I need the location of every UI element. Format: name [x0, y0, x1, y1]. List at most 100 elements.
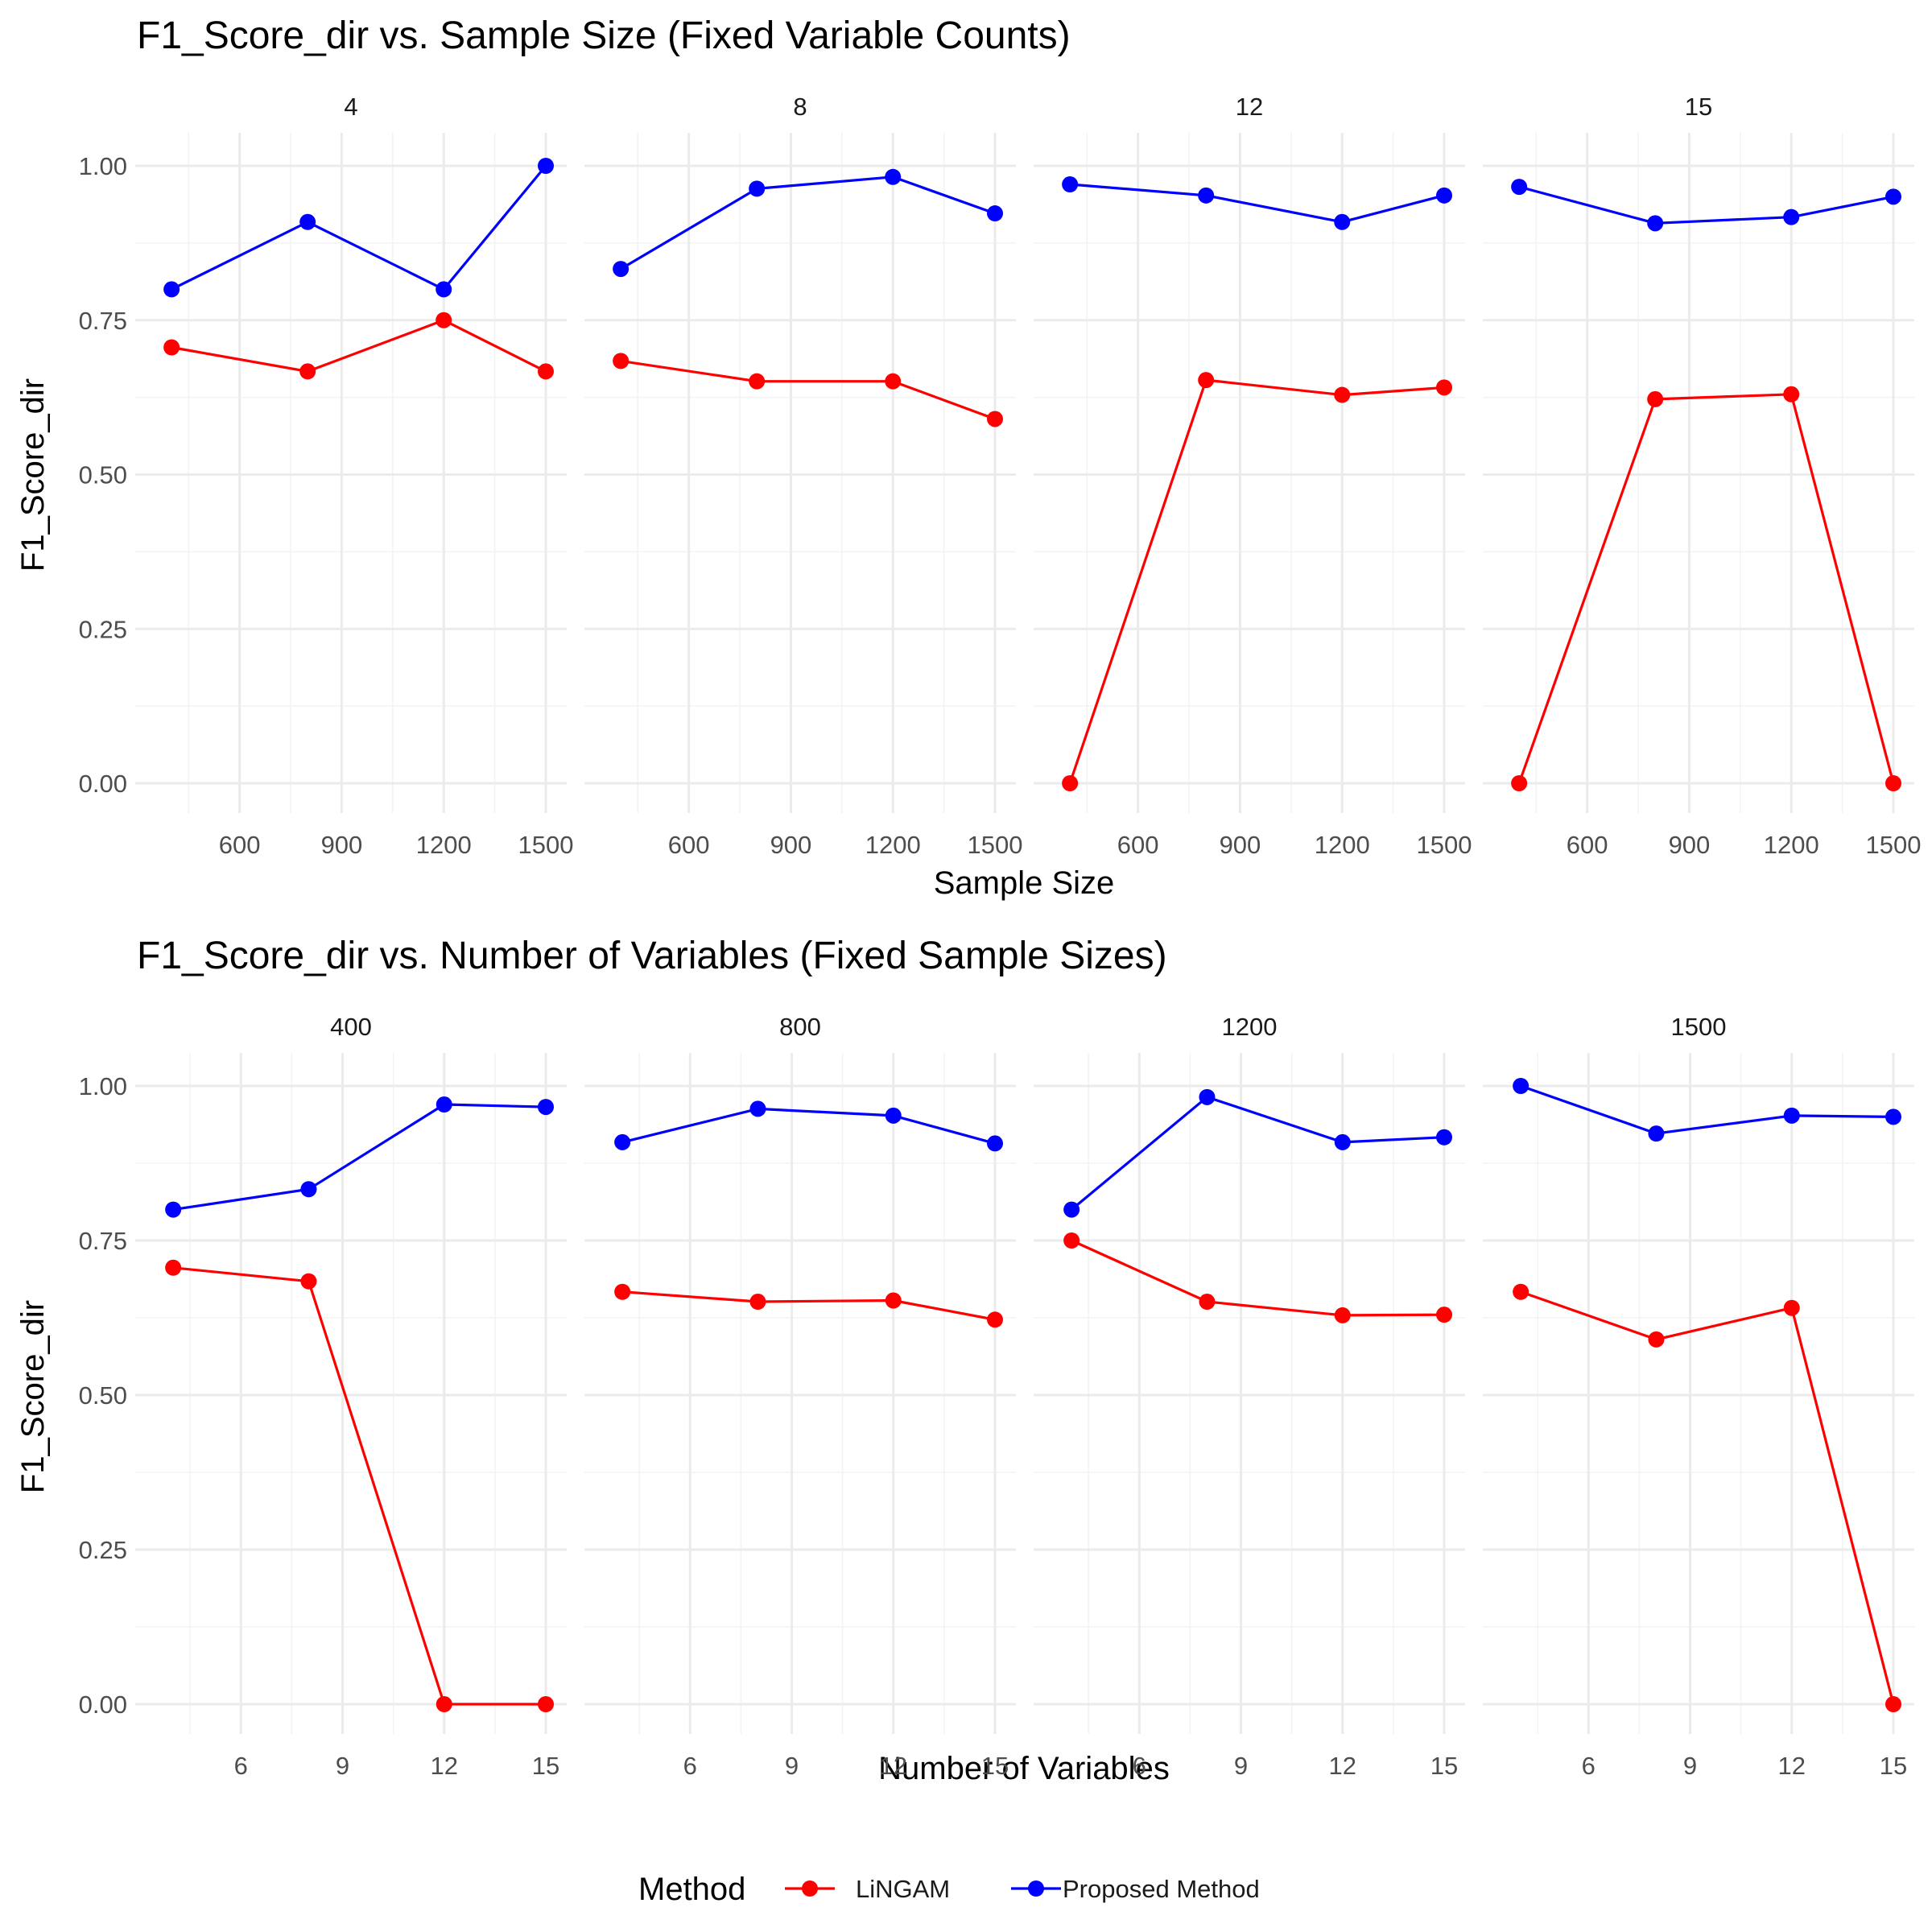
facet-panel-800: 800 6 9 12 15	[584, 1013, 1016, 1780]
data-point-lingam	[987, 411, 1003, 427]
x-tick-label: 900	[321, 831, 363, 859]
x-tick-label: 12	[431, 1752, 458, 1780]
facet-strip-label: 4	[344, 93, 357, 121]
data-point-proposed-method	[1885, 188, 1901, 205]
data-point-proposed-method	[614, 1133, 631, 1150]
data-point-lingam	[1063, 1232, 1080, 1249]
series-proposed-method	[1511, 179, 1901, 232]
series-lingam	[163, 312, 554, 380]
chart-title: F1_Score_dir vs. Sample Size (Fixed Vari…	[137, 14, 1071, 57]
data-point-proposed-method	[1063, 1201, 1080, 1218]
y-axis-label: F1_Score_dir	[15, 1300, 51, 1493]
x-tick-label: 900	[1220, 831, 1261, 859]
data-point-proposed-method	[885, 1107, 902, 1124]
data-point-lingam	[1334, 386, 1351, 403]
data-point-proposed-method	[987, 1135, 1003, 1152]
facet-strip-label: 8	[793, 93, 807, 121]
x-tick-label: 6	[1582, 1752, 1596, 1780]
y-tick-label: 0.25	[79, 615, 127, 643]
series-proposed-method	[613, 168, 1003, 278]
series-line-proposed-method	[171, 164, 547, 291]
data-point-proposed-method	[987, 205, 1003, 222]
data-point-proposed-method	[165, 1201, 182, 1218]
data-point-lingam	[613, 353, 630, 369]
series-lingam	[1062, 372, 1452, 791]
series-line-lingam	[1071, 1239, 1445, 1317]
series-line-lingam	[1517, 393, 1895, 784]
y-tick-label: 1.00	[79, 1072, 127, 1100]
data-point-lingam	[1199, 1294, 1216, 1311]
chart-number-of-variables: F1_Score_dir vs. Number of Variables (Fi…	[15, 935, 1914, 1786]
series-line-proposed-method	[621, 1107, 996, 1145]
x-tick-label: 600	[668, 831, 710, 859]
series-proposed-method	[1062, 176, 1452, 230]
facet-panel-8: 8 600 900 1200 1500	[584, 93, 1022, 859]
x-tick-label: 9	[336, 1752, 349, 1780]
series-line-proposed-method	[620, 175, 996, 270]
data-point-lingam	[1783, 386, 1800, 402]
series-proposed-method	[1063, 1088, 1452, 1218]
facet-strip-label: 12	[1236, 93, 1263, 121]
facet-panel-12: 12 600 900 1200 1500	[1034, 93, 1472, 859]
data-point-lingam	[1647, 390, 1664, 407]
y-axis-label: F1_Score_dir	[15, 378, 51, 572]
data-point-lingam	[165, 1259, 182, 1276]
data-point-lingam	[163, 339, 180, 356]
x-tick-label: 1200	[1764, 831, 1819, 859]
facet-strip-label: 1500	[1671, 1013, 1727, 1041]
data-point-lingam	[436, 1696, 452, 1712]
data-point-proposed-method	[1334, 213, 1351, 230]
data-point-proposed-method	[163, 281, 180, 298]
x-tick-label: 15	[1430, 1752, 1458, 1780]
chart-sample-size: F1_Score_dir vs. Sample Size (Fixed Vari…	[15, 14, 1921, 901]
data-point-lingam	[1334, 1307, 1351, 1323]
series-line-proposed-method	[1069, 183, 1445, 224]
data-point-lingam	[1436, 379, 1452, 396]
data-point-lingam	[1511, 775, 1528, 791]
series-line-lingam	[621, 1290, 996, 1321]
series-line-lingam	[620, 359, 996, 421]
x-tick-label: 6	[234, 1752, 248, 1780]
x-tick-label: 15	[532, 1752, 559, 1780]
facet-strip-label: 1200	[1222, 1013, 1278, 1041]
x-tick-label: 9	[785, 1752, 799, 1780]
data-point-lingam	[987, 1311, 1003, 1328]
x-tick-label: 12	[880, 1752, 907, 1780]
series-lingam	[1063, 1232, 1452, 1323]
data-point-proposed-method	[1511, 179, 1528, 196]
series-line-proposed-method	[172, 1103, 547, 1212]
facet-strip-label: 15	[1685, 93, 1712, 121]
x-tick-label: 1500	[968, 831, 1023, 859]
data-point-proposed-method	[1334, 1133, 1351, 1150]
x-tick-label: 1500	[518, 831, 574, 859]
x-tick-label: 600	[1117, 831, 1159, 859]
data-point-lingam	[1513, 1283, 1530, 1300]
legend-label-lingam: LiNGAM	[856, 1875, 950, 1903]
x-tick-label: 600	[1567, 831, 1608, 859]
data-point-lingam	[749, 373, 766, 390]
data-point-lingam	[538, 1696, 554, 1712]
x-tick-label: 15	[981, 1752, 1009, 1780]
x-tick-label: 900	[770, 831, 812, 859]
data-point-proposed-method	[436, 1096, 452, 1113]
data-point-lingam	[885, 373, 902, 390]
series-lingam	[165, 1259, 554, 1712]
data-point-proposed-method	[1436, 1129, 1452, 1146]
y-tick-label: 0.75	[79, 1227, 127, 1255]
data-point-proposed-method	[299, 213, 316, 230]
data-point-proposed-method	[613, 261, 630, 278]
y-tick-label: 1.00	[79, 152, 127, 180]
legend-key-point-lingam	[802, 1880, 818, 1897]
facet-strip-label: 400	[330, 1013, 372, 1041]
y-tick-label: 0.50	[79, 461, 127, 489]
y-tick-label: 0.75	[79, 307, 127, 335]
data-point-proposed-method	[1885, 1108, 1901, 1125]
x-tick-label: 900	[1669, 831, 1711, 859]
facet-strip-label: 800	[779, 1013, 821, 1041]
series-proposed-method	[614, 1100, 1003, 1152]
x-tick-label: 1200	[865, 831, 921, 859]
data-point-lingam	[614, 1283, 631, 1300]
facet-panel-400: 400 6 9 12 15 0.00 0.25 0.50 0.75 1.00	[79, 1013, 567, 1780]
y-tick-label: 0.00	[79, 770, 127, 798]
series-line-proposed-method	[1520, 1084, 1894, 1135]
